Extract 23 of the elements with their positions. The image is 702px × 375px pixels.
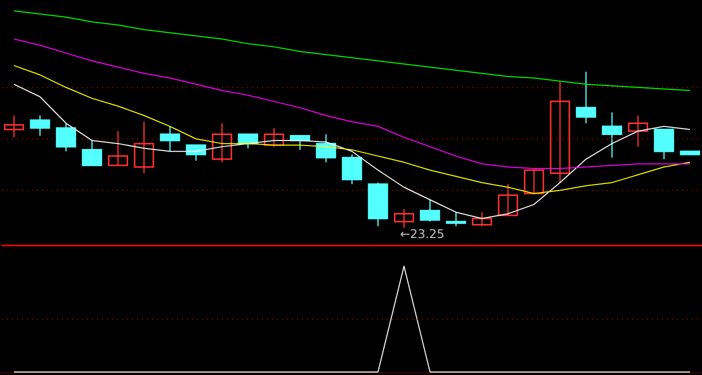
candlestick	[56, 122, 76, 152]
candlestick	[498, 184, 518, 216]
candlestick	[446, 212, 466, 227]
annotation: ←23.25	[400, 226, 444, 241]
candlestick	[524, 168, 544, 194]
candlestick	[342, 154, 362, 185]
candlestick	[212, 122, 232, 163]
candlestick	[628, 114, 648, 148]
candlestick	[134, 121, 154, 174]
candlestick	[654, 128, 674, 160]
candlestick	[108, 130, 128, 166]
candlestick	[316, 134, 336, 163]
candlestick	[472, 212, 492, 227]
candlestick	[30, 114, 50, 136]
candlestick	[4, 114, 24, 138]
candlestick	[576, 71, 596, 124]
candlestick	[602, 112, 622, 158]
candlestick	[420, 199, 440, 222]
candlestick	[264, 127, 284, 148]
candlestick	[82, 140, 102, 166]
candlestick	[550, 80, 570, 184]
candlestick	[394, 208, 414, 228]
candlestick	[160, 126, 180, 152]
